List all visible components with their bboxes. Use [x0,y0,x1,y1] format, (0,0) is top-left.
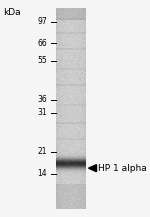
Text: HP 1 alpha: HP 1 alpha [99,164,147,173]
Text: 97: 97 [37,17,47,26]
Text: 36: 36 [37,95,47,104]
Text: 66: 66 [37,39,47,48]
Text: kDa: kDa [3,8,21,16]
Polygon shape [88,165,96,172]
Text: 55: 55 [37,56,47,65]
Text: 14: 14 [37,169,47,178]
Text: 21: 21 [38,147,47,156]
Text: 31: 31 [37,108,47,117]
